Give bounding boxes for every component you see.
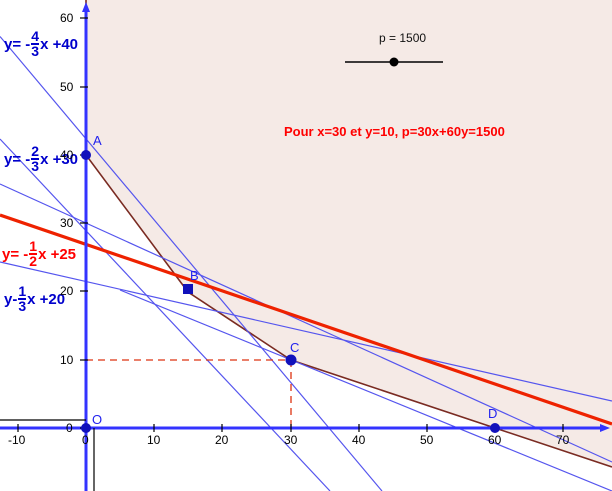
equation-label-line2: y= - 2 3 x +30 [4,143,79,175]
fraction-denominator: 3 [18,298,27,315]
x-tick-label-50: 50 [420,433,434,447]
point-B[interactable] [183,284,193,294]
x-tick-label-70: 70 [556,433,570,447]
equation-lead: y= - [4,35,31,53]
point-label-A: A [93,133,102,148]
point-label-O: O [92,412,103,427]
point-D[interactable] [490,423,500,433]
equation-label-line1: y= - 4 3 x +40 [4,28,79,60]
x-tick-label-20: 20 [215,433,229,447]
equation-lead: y= - [4,150,31,168]
objective-annotation: Pour x=30 et y=10, p=30x+60y=1500 [284,124,505,139]
x-tick-label-neg10: -10 [8,433,26,447]
fraction-denominator: 3 [31,43,40,60]
x-tick-label-10: 10 [147,433,161,447]
slider-handle[interactable] [389,57,399,67]
y-tick-label-50: 50 [60,80,74,94]
equation-tail: x +40 [40,35,79,53]
point-label-C: C [290,340,300,355]
y-tick-label-20: 20 [60,284,74,298]
equation-label-line3: y- 1 3 x +20 [4,283,66,315]
x-tick-label-40: 40 [352,433,366,447]
feasible-region-fill [86,0,612,467]
y-tick-label-60: 60 [60,11,74,25]
slider-value-label: p = 1500 [379,31,427,45]
y-tick-label-0: 0 [66,421,73,435]
equation-label-objective: y= - 1 2 x +25 [2,238,77,270]
fraction-numerator: 1 [29,238,38,254]
line-y-neg-4-3-x-plus-40 [0,36,383,491]
fraction-numerator: 2 [31,143,40,159]
equation-fraction: 4 3 [31,28,40,60]
equation-tail: x +25 [38,245,77,263]
fraction-denominator: 3 [31,158,40,175]
equation-fraction: 2 3 [31,143,40,175]
point-label-D: D [488,406,498,421]
equation-fraction: 1 3 [18,283,27,315]
y-tick-label-30: 30 [60,216,74,230]
equation-fraction: 1 2 [29,238,38,270]
x-tick-label-0: 0 [82,433,89,447]
line-through-c-lower [119,289,612,491]
x-tick-label-30: 30 [284,433,298,447]
point-C[interactable] [285,354,297,366]
fraction-denominator: 2 [29,253,38,270]
line-objective-y-neg-1-2-x-plus-25 [0,213,612,426]
point-O[interactable] [81,423,91,433]
point-label-B: B [190,268,199,283]
y-tick-label-10: 10 [60,353,74,367]
x-axis-arrow [600,424,610,432]
y-tick-label-40: 40 [60,148,74,162]
point-A[interactable] [81,150,91,160]
equation-lead: y- [4,290,18,308]
line-y-neg-1-3-x-plus-20 [0,261,612,402]
equation-lead: y= - [2,245,29,263]
fraction-numerator: 1 [18,283,27,299]
y-axis-arrow [82,2,90,12]
equation-tail: x +30 [40,150,79,168]
equation-tail: x +20 [27,290,66,308]
line-y-neg-2-3-x-plus-40 [0,183,612,463]
fraction-numerator: 4 [31,28,40,44]
line-steep-through-b [0,138,331,491]
x-tick-label-60: 60 [488,433,502,447]
